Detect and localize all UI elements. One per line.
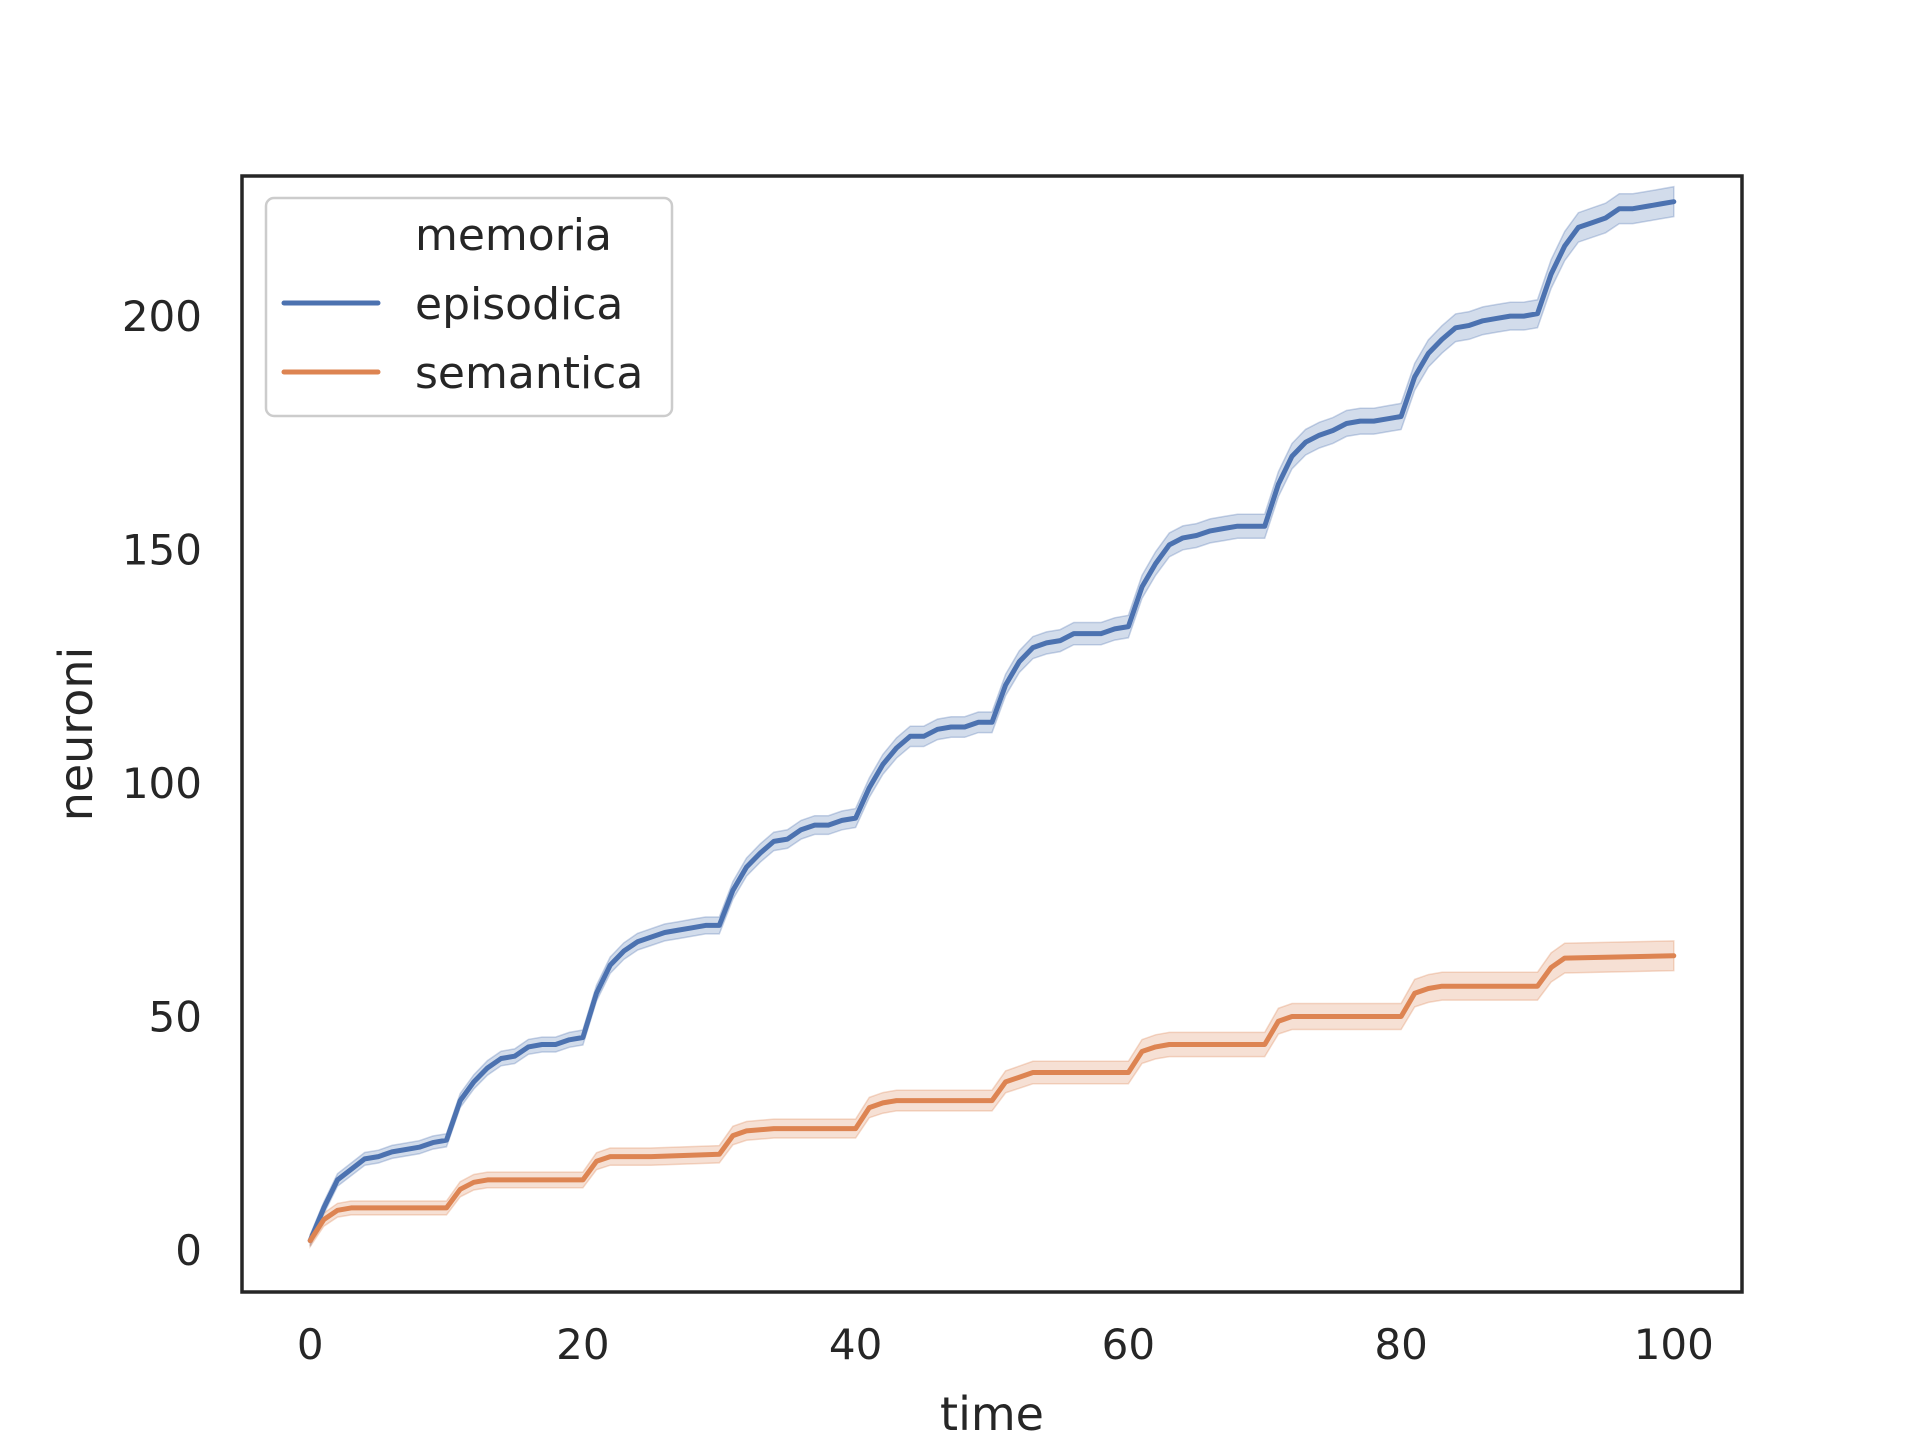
legend-label-episodica: episodica	[415, 279, 623, 330]
legend-title: memoria	[415, 210, 612, 261]
legend-label-semantica: semantica	[415, 348, 643, 399]
x-tick-label: 60	[1102, 1320, 1155, 1369]
x-tick-label: 100	[1634, 1320, 1714, 1369]
y-tick-label: 100	[122, 759, 202, 808]
series-lines	[307, 199, 1677, 1244]
x-tick-label: 80	[1374, 1320, 1427, 1369]
x-axis-label: time	[940, 1387, 1044, 1440]
x-axis-ticks: 0 20 40 60 80 100	[297, 1320, 1714, 1369]
line-episodica	[307, 199, 1677, 1244]
x-tick-label: 0	[297, 1320, 324, 1369]
legend: memoria episodica semantica	[264, 196, 674, 418]
x-tick-label: 20	[556, 1320, 609, 1369]
y-tick-label: 0	[175, 1226, 202, 1275]
y-tick-label: 200	[122, 292, 202, 341]
plot-frame	[240, 174, 1744, 1294]
x-tick-label: 40	[829, 1320, 882, 1369]
y-axis-label: neuroni	[49, 647, 103, 822]
y-tick-label: 150	[122, 526, 202, 575]
y-axis-ticks: 0 50 100 150 200	[122, 292, 202, 1275]
y-tick-label: 50	[149, 993, 202, 1042]
legend-box	[264, 196, 674, 418]
line-semantica	[307, 953, 1677, 1244]
